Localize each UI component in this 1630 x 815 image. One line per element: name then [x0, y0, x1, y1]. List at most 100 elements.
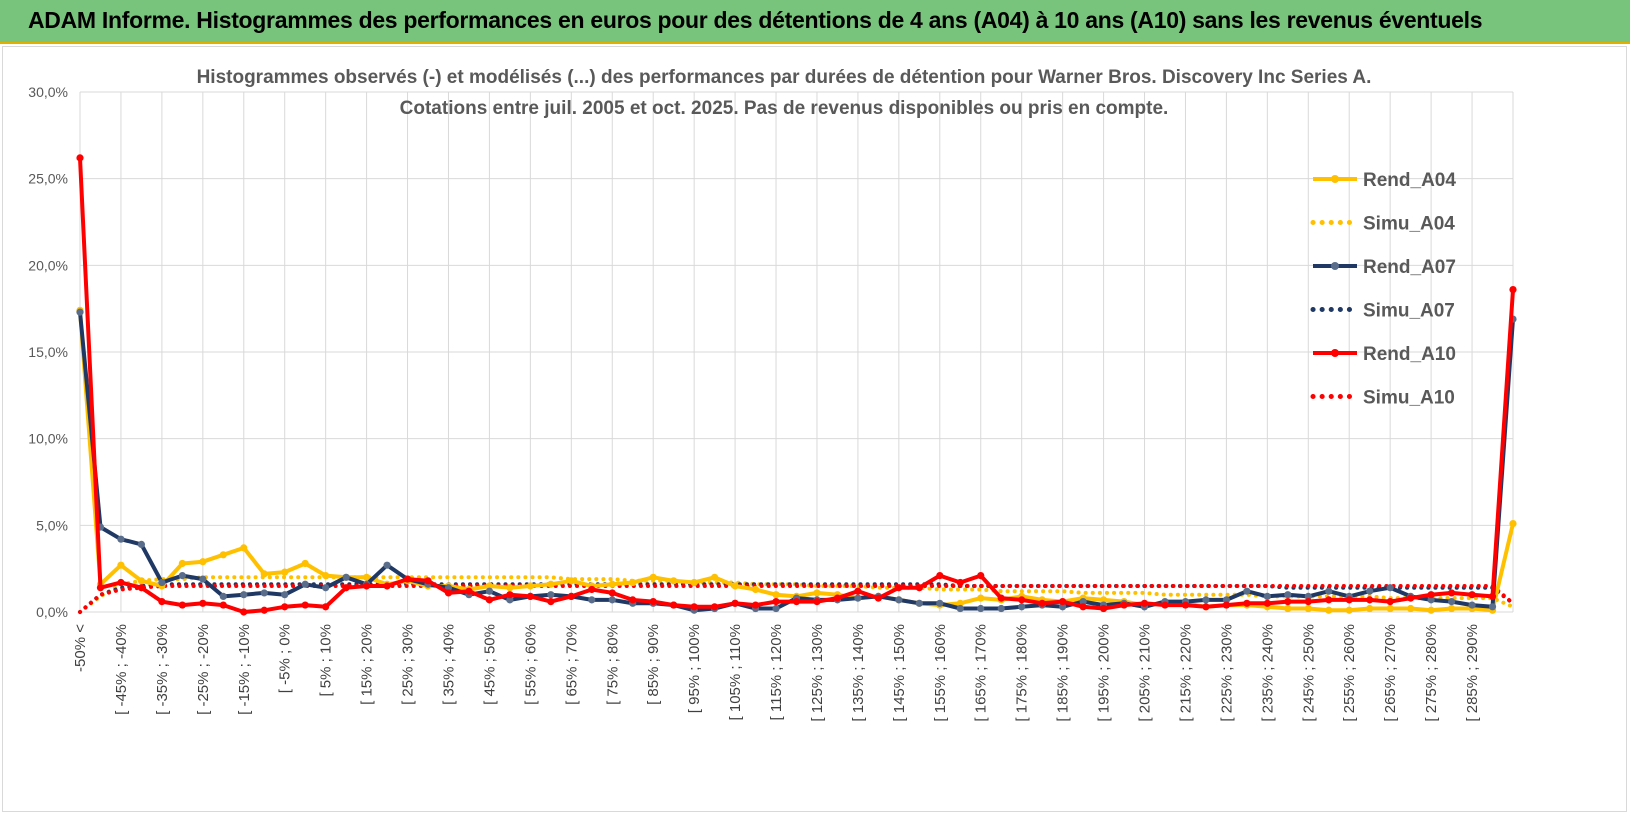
data-point [178, 601, 186, 609]
data-point [731, 599, 739, 607]
x-tick-label: [ 35% ; 40% [440, 624, 457, 705]
data-point [465, 587, 473, 595]
data-point [260, 589, 268, 597]
data-point [813, 589, 821, 597]
x-tick-label: [ 95% ; 100% [686, 624, 703, 713]
data-point [1140, 599, 1149, 607]
data-point [772, 598, 780, 606]
series-line [78, 584, 1515, 614]
data-point [1345, 606, 1353, 614]
data-point [199, 599, 207, 607]
data-point [117, 535, 125, 543]
data-point [76, 308, 84, 316]
data-point [444, 589, 453, 597]
data-point [1427, 596, 1435, 604]
x-tick-label: [ 225% ; 230% [1218, 624, 1235, 722]
data-point [1263, 592, 1271, 601]
data-point [322, 572, 330, 580]
series-line [78, 311, 1515, 613]
data-point [137, 584, 146, 592]
data-point [1509, 520, 1517, 528]
legend-marker [1331, 175, 1339, 183]
x-tick-label: [ 245% ; 250% [1300, 624, 1317, 722]
series-Simu_A10 [78, 584, 1515, 614]
data-point [240, 544, 248, 552]
data-point [977, 572, 985, 580]
data-point [956, 604, 964, 613]
data-point [1304, 604, 1312, 613]
data-point [588, 596, 596, 604]
data-point [1202, 603, 1210, 611]
data-point [547, 580, 555, 588]
x-tick-label: [ 115% ; 120% [768, 624, 785, 720]
data-point [1304, 598, 1312, 606]
legend-label: Rend_A10 [1363, 344, 1456, 365]
data-point [895, 596, 903, 604]
data-point [936, 572, 944, 580]
data-point [977, 604, 985, 613]
chart-title-line-1: Histogrammes observés (-) et modélisés (… [197, 67, 1372, 88]
legend-item: Rend_A07 [1313, 257, 1456, 278]
x-tick-label: [ 165% ; 170% [973, 624, 990, 722]
data-point [260, 570, 268, 578]
x-tick-label: [ 75% ; 80% [604, 624, 621, 705]
legend-marker [1331, 349, 1339, 357]
gridlines [79, 91, 1514, 613]
data-point [874, 594, 882, 602]
data-point [567, 577, 575, 585]
x-tick-label: [ 215% ; 220% [1177, 624, 1194, 722]
legend-label: Simu_A10 [1363, 388, 1455, 409]
data-point [854, 594, 862, 602]
data-point [1386, 584, 1394, 592]
x-tick-label: [ -5% ; 0% [277, 624, 294, 693]
data-point [1059, 603, 1067, 611]
data-point [1447, 589, 1456, 597]
data-point [485, 582, 494, 590]
data-point [813, 598, 821, 606]
data-point [219, 601, 227, 609]
y-tick-label: 30,0% [28, 84, 68, 100]
data-point [281, 591, 289, 599]
data-point [1488, 592, 1497, 601]
y-axis-ticks: 0,0% 5,0% 10,0% 15,0% 20,0% 25,0% 30,0% [28, 84, 68, 620]
x-tick-label: -50% < [72, 624, 89, 672]
legend-label: Simu_A04 [1363, 214, 1455, 235]
data-point [1468, 591, 1476, 599]
data-point [260, 606, 268, 614]
data-point [1243, 587, 1251, 595]
data-point [915, 599, 923, 607]
legend-item: Simu_A10 [1310, 388, 1455, 409]
data-point [383, 561, 391, 569]
data-point [1284, 604, 1292, 613]
x-tick-label: [ -15% ; -10% [236, 624, 253, 715]
x-tick-label: [ 155% ; 160% [932, 624, 949, 722]
data-point [1263, 599, 1271, 607]
y-tick-label: 5,0% [36, 517, 68, 533]
series-lines [76, 154, 1517, 616]
data-point [1386, 604, 1394, 613]
data-point [424, 577, 432, 585]
legend-item: Rend_A10 [1313, 344, 1456, 365]
x-tick-label: [ 135% ; 140% [850, 624, 867, 722]
data-point [915, 584, 923, 592]
data-point [1468, 601, 1476, 609]
x-tick-label: [ 275% ; 280% [1423, 624, 1440, 722]
data-point [690, 603, 698, 611]
y-tick-label: 10,0% [28, 431, 68, 447]
data-point [608, 596, 616, 604]
x-tick-label: [ 125% ; 130% [809, 624, 826, 722]
data-point [1284, 591, 1292, 599]
data-point [1407, 594, 1415, 602]
data-point [1366, 596, 1374, 604]
data-point [240, 591, 248, 599]
x-tick-label: [ 65% ; 70% [563, 624, 580, 705]
y-tick-label: 15,0% [28, 344, 68, 360]
data-point [158, 578, 166, 587]
data-point [1427, 591, 1435, 599]
data-point [1427, 606, 1435, 614]
data-point [711, 573, 719, 581]
data-point [178, 559, 186, 568]
data-point [956, 599, 964, 607]
x-tick-label: [ 105% ; 110% [727, 624, 744, 720]
data-point [956, 578, 964, 587]
